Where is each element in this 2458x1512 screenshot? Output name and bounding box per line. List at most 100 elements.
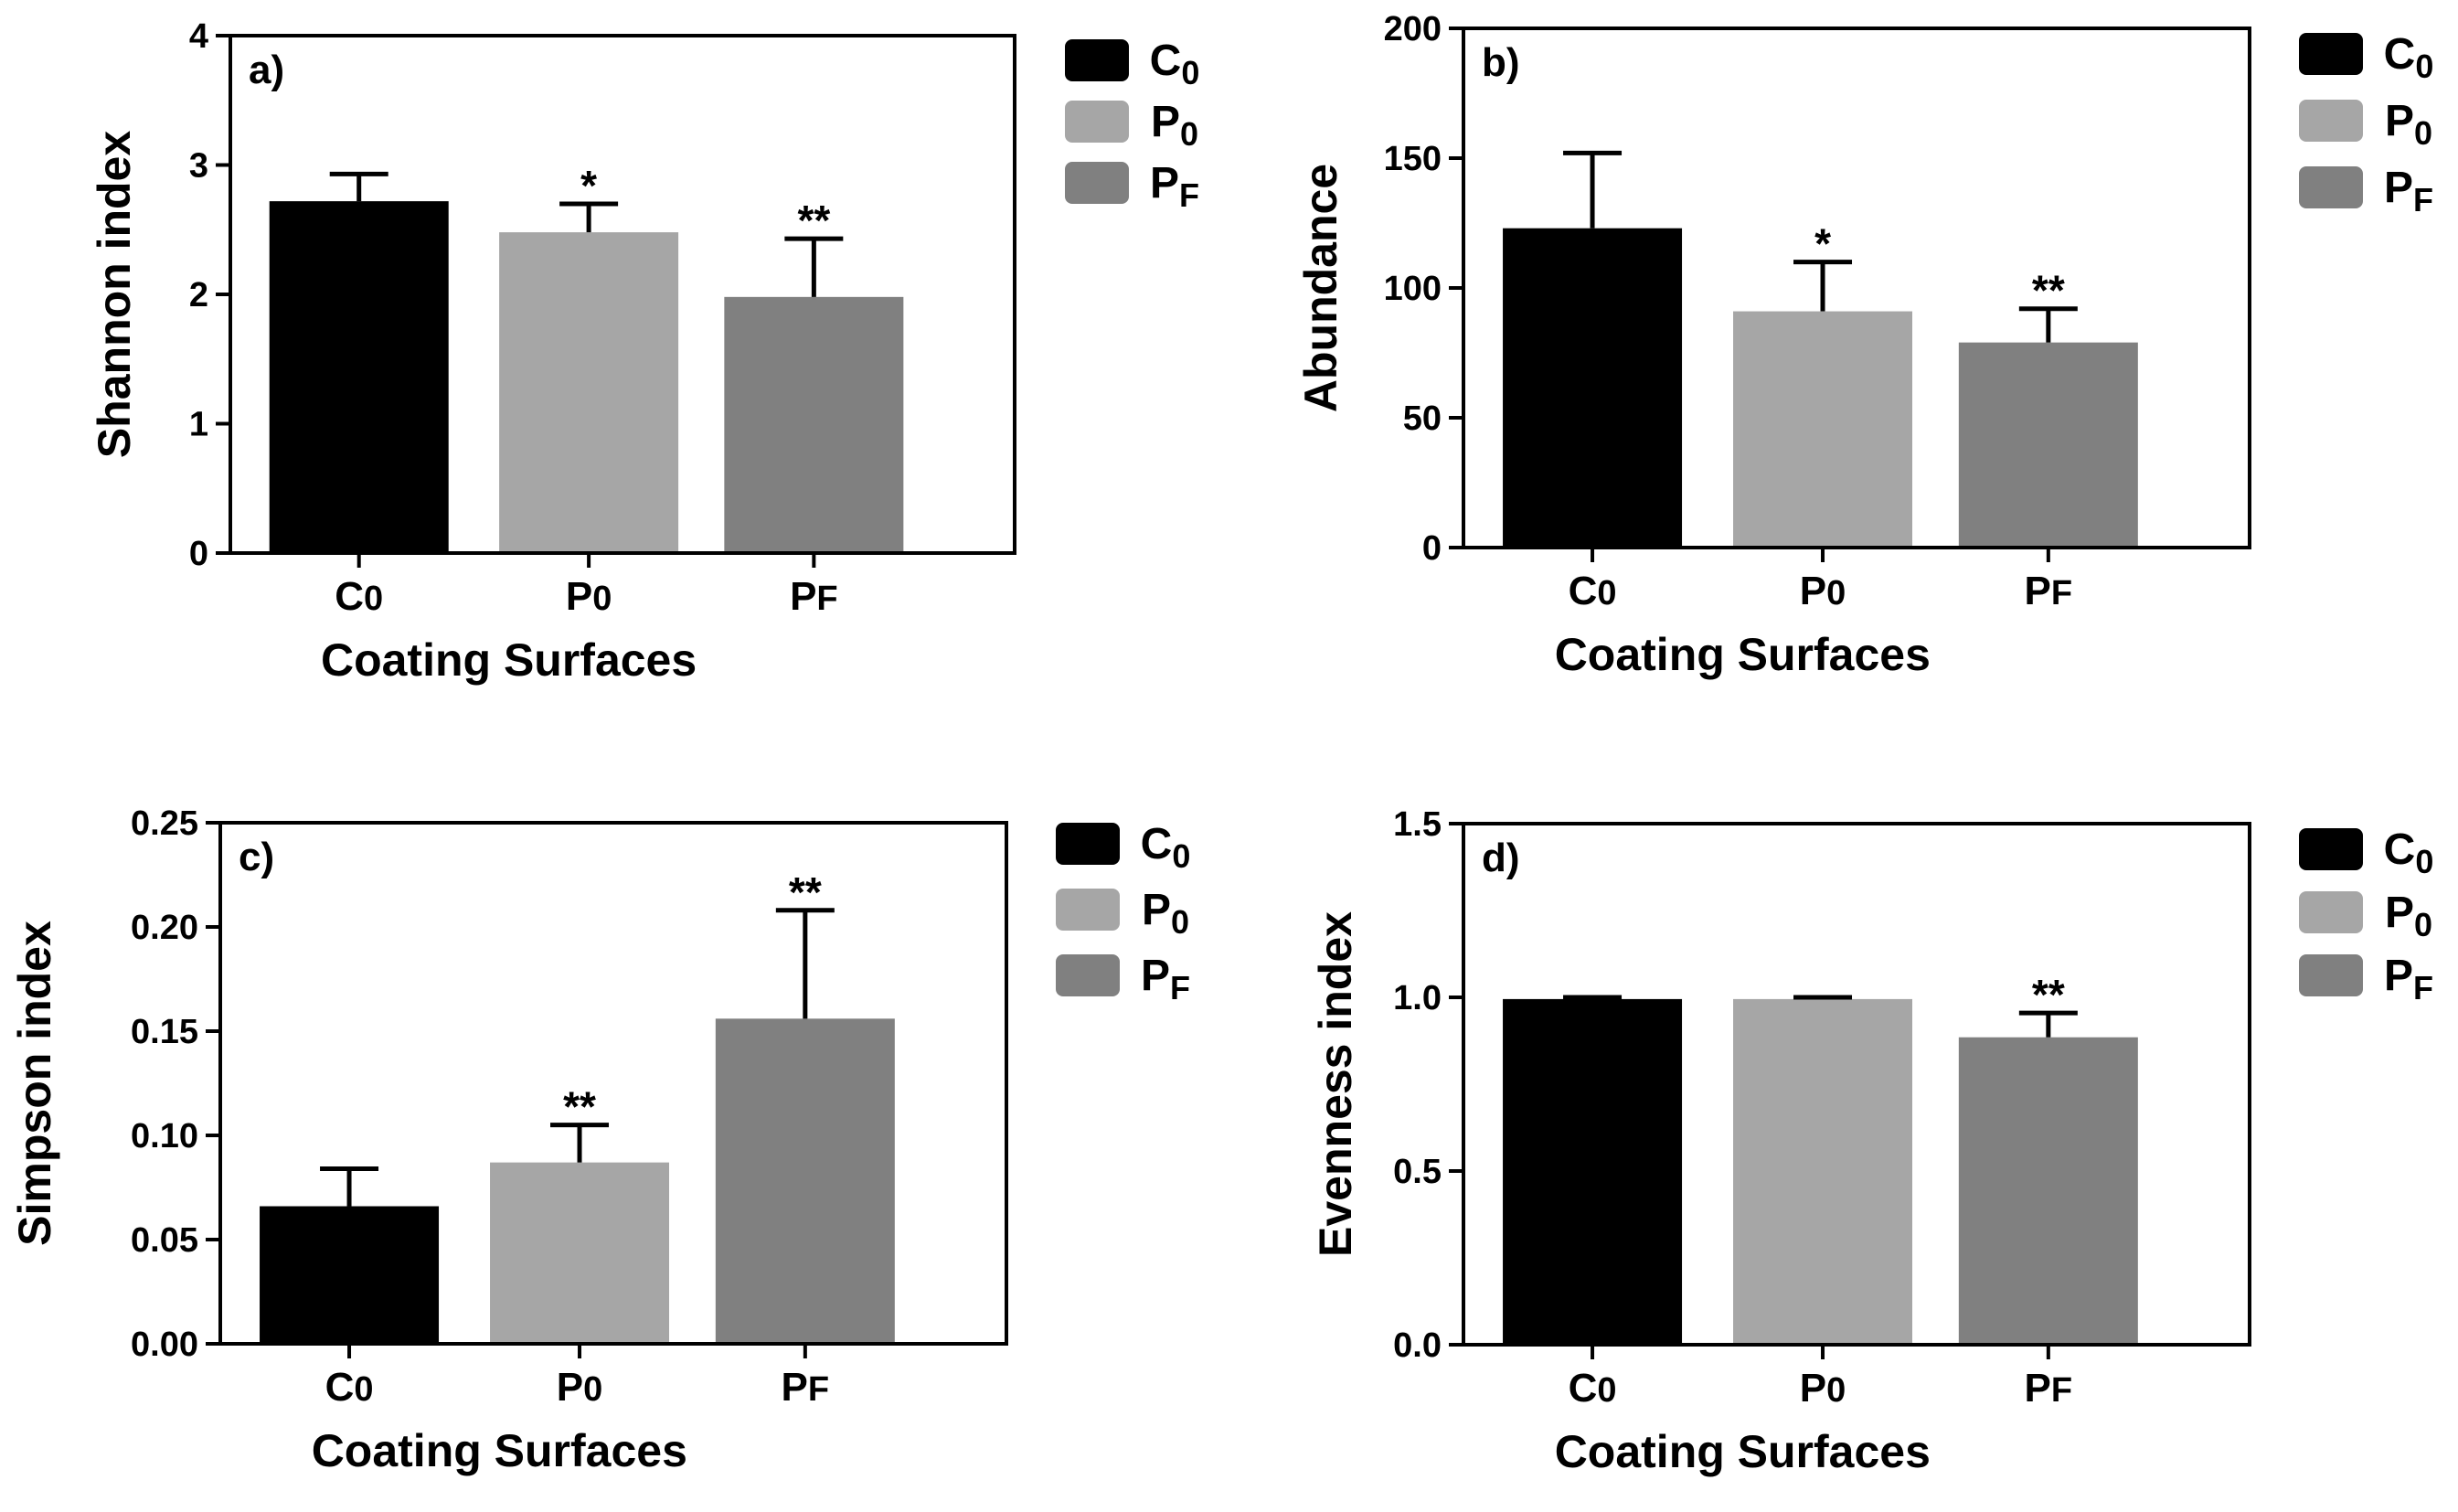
x-tick-label-PF-main: P xyxy=(790,574,816,619)
legend-swatch-C0 xyxy=(2299,33,2363,75)
legend-label-P0-main: P xyxy=(1151,98,1180,146)
x-tick-label-PF-sub: F xyxy=(2051,1371,2072,1410)
bar-C0 xyxy=(269,201,449,553)
panel-d: **0.00.51.01.5C0 P0 PFd)Coating SurfacesEv… xyxy=(1310,805,2433,1477)
bar-C0 xyxy=(1503,998,1683,1345)
legend-label-PF-main: P xyxy=(2384,952,2413,1000)
legend-label-C0-sub: 0 xyxy=(2415,843,2433,880)
bar-PF xyxy=(1958,342,2138,548)
legend-label-P0-sub: 0 xyxy=(1180,115,1198,153)
x-tick-label-P0-sub: 0 xyxy=(1826,1371,1846,1410)
bar-C0 xyxy=(260,1206,440,1344)
legend-label-P0-sub: 0 xyxy=(2414,906,2432,943)
bar-PF xyxy=(715,1018,895,1344)
legend-label-P0-sub: 0 xyxy=(1171,903,1189,941)
x-axis-title: Coating Surfaces xyxy=(312,1425,687,1476)
legend-label-PF-sub: F xyxy=(1170,969,1190,1006)
x-tick-label-P0-main: P xyxy=(557,1365,583,1410)
legend-label-P0: P0 xyxy=(2385,97,2432,152)
legend-label-PF-main: P xyxy=(1141,952,1170,1000)
legend-label-PF-main: P xyxy=(2384,164,2413,212)
y-axis-title: Abundance xyxy=(1295,164,1346,412)
y-tick-label: 0.05 xyxy=(131,1221,198,1260)
legend-label-PF-sub: F xyxy=(2413,181,2433,218)
legend-label-C0-main: C xyxy=(1150,37,1182,85)
panel-label: a) xyxy=(249,48,284,92)
bar-P0 xyxy=(1733,311,1913,548)
y-tick-label: 0.20 xyxy=(131,909,198,947)
y-tick-label: 1 xyxy=(189,406,208,444)
legend-label-C0-main: C xyxy=(1141,820,1173,868)
y-axis-title: Simpson index xyxy=(9,921,60,1246)
x-axis-title: Coating Surfaces xyxy=(1555,629,1931,680)
x-tick-label-P0-sub: 0 xyxy=(592,580,612,618)
x-tick-label-PF: PF xyxy=(782,1365,830,1410)
significance-P0: * xyxy=(1814,220,1831,268)
y-tick-label: 0.5 xyxy=(1393,1153,1442,1191)
y-tick-label: 4 xyxy=(189,17,208,56)
x-tick-label-PF-sub: F xyxy=(2051,574,2072,612)
y-tick-label: 0 xyxy=(189,535,208,573)
panel-label: b) xyxy=(1482,40,1520,85)
x-tick-label-P0: P0 xyxy=(557,1365,603,1410)
significance-PF: ** xyxy=(2032,267,2065,314)
x-axis-title: Coating Surfaces xyxy=(321,634,697,686)
legend-label-C0-sub: 0 xyxy=(2415,48,2433,85)
legend-label-PF: PF xyxy=(2384,164,2433,218)
x-tick-label-PF-main: P xyxy=(2025,1366,2051,1411)
x-tick-label-PF: PF xyxy=(790,574,838,619)
x-tick-label-PF-main: P xyxy=(2025,569,2051,613)
y-tick-label: 1.5 xyxy=(1393,805,1442,844)
bar-C0 xyxy=(1503,228,1683,548)
x-tick-label-C0: C0 xyxy=(1569,1366,1617,1411)
y-tick-label: 200 xyxy=(1384,10,1442,48)
legend-label-PF: PF xyxy=(1150,159,1199,214)
plot-frame xyxy=(218,821,1008,1346)
x-tick-label-PF-sub: F xyxy=(808,1370,829,1409)
y-tick-label: 0.10 xyxy=(131,1117,198,1155)
x-tick-label-P0-main: P xyxy=(1800,1366,1826,1411)
y-axis-title: Evenness index xyxy=(1310,911,1361,1257)
x-tick-label-P0-main: P xyxy=(1800,569,1826,613)
x-tick-label-C0-sub: 0 xyxy=(364,580,383,618)
legend-label-C0-sub: 0 xyxy=(1172,837,1190,875)
legend-label-C0: C0 xyxy=(1150,37,1200,91)
legend-label-C0-sub: 0 xyxy=(1181,54,1199,91)
panel-label: c) xyxy=(239,835,274,879)
significance-P0: ** xyxy=(563,1083,596,1131)
x-tick-label-P0: P0 xyxy=(1800,569,1846,613)
legend-label-C0-main: C xyxy=(2384,30,2416,79)
x-tick-label-C0: C0 xyxy=(1569,569,1617,613)
x-tick-label-C0-sub: 0 xyxy=(354,1370,373,1409)
legend-label-C0: C0 xyxy=(2384,825,2434,880)
bar-P0 xyxy=(490,1162,670,1344)
bar-P0 xyxy=(1733,998,1913,1345)
significance-PF: ** xyxy=(789,868,822,916)
legend-swatch-C0 xyxy=(1065,39,1129,81)
x-tick-label-C0-main: C xyxy=(1569,1366,1598,1411)
x-tick-label-P0-sub: 0 xyxy=(583,1370,602,1409)
legend-swatch-P0 xyxy=(2299,100,2363,142)
plot-frame xyxy=(1462,822,2251,1347)
legend-label-P0-sub: 0 xyxy=(2414,114,2432,152)
legend-label-PF: PF xyxy=(2384,952,2433,1006)
y-tick-label: 50 xyxy=(1403,399,1442,438)
legend-swatch-PF xyxy=(2299,954,2363,996)
legend-label-P0-main: P xyxy=(2385,97,2414,145)
panel-label: d) xyxy=(1482,836,1520,880)
x-tick-label-P0-sub: 0 xyxy=(1826,574,1846,612)
x-tick-label-PF-sub: F xyxy=(816,580,837,618)
x-tick-label-P0: P0 xyxy=(566,574,612,619)
y-tick-label: 0 xyxy=(1422,529,1442,568)
y-axis-title: Shannon index xyxy=(89,131,140,459)
y-tick-label: 1.0 xyxy=(1393,979,1442,1017)
x-tick-label-PF: PF xyxy=(2025,1366,2073,1411)
legend-swatch-P0 xyxy=(2299,891,2363,933)
